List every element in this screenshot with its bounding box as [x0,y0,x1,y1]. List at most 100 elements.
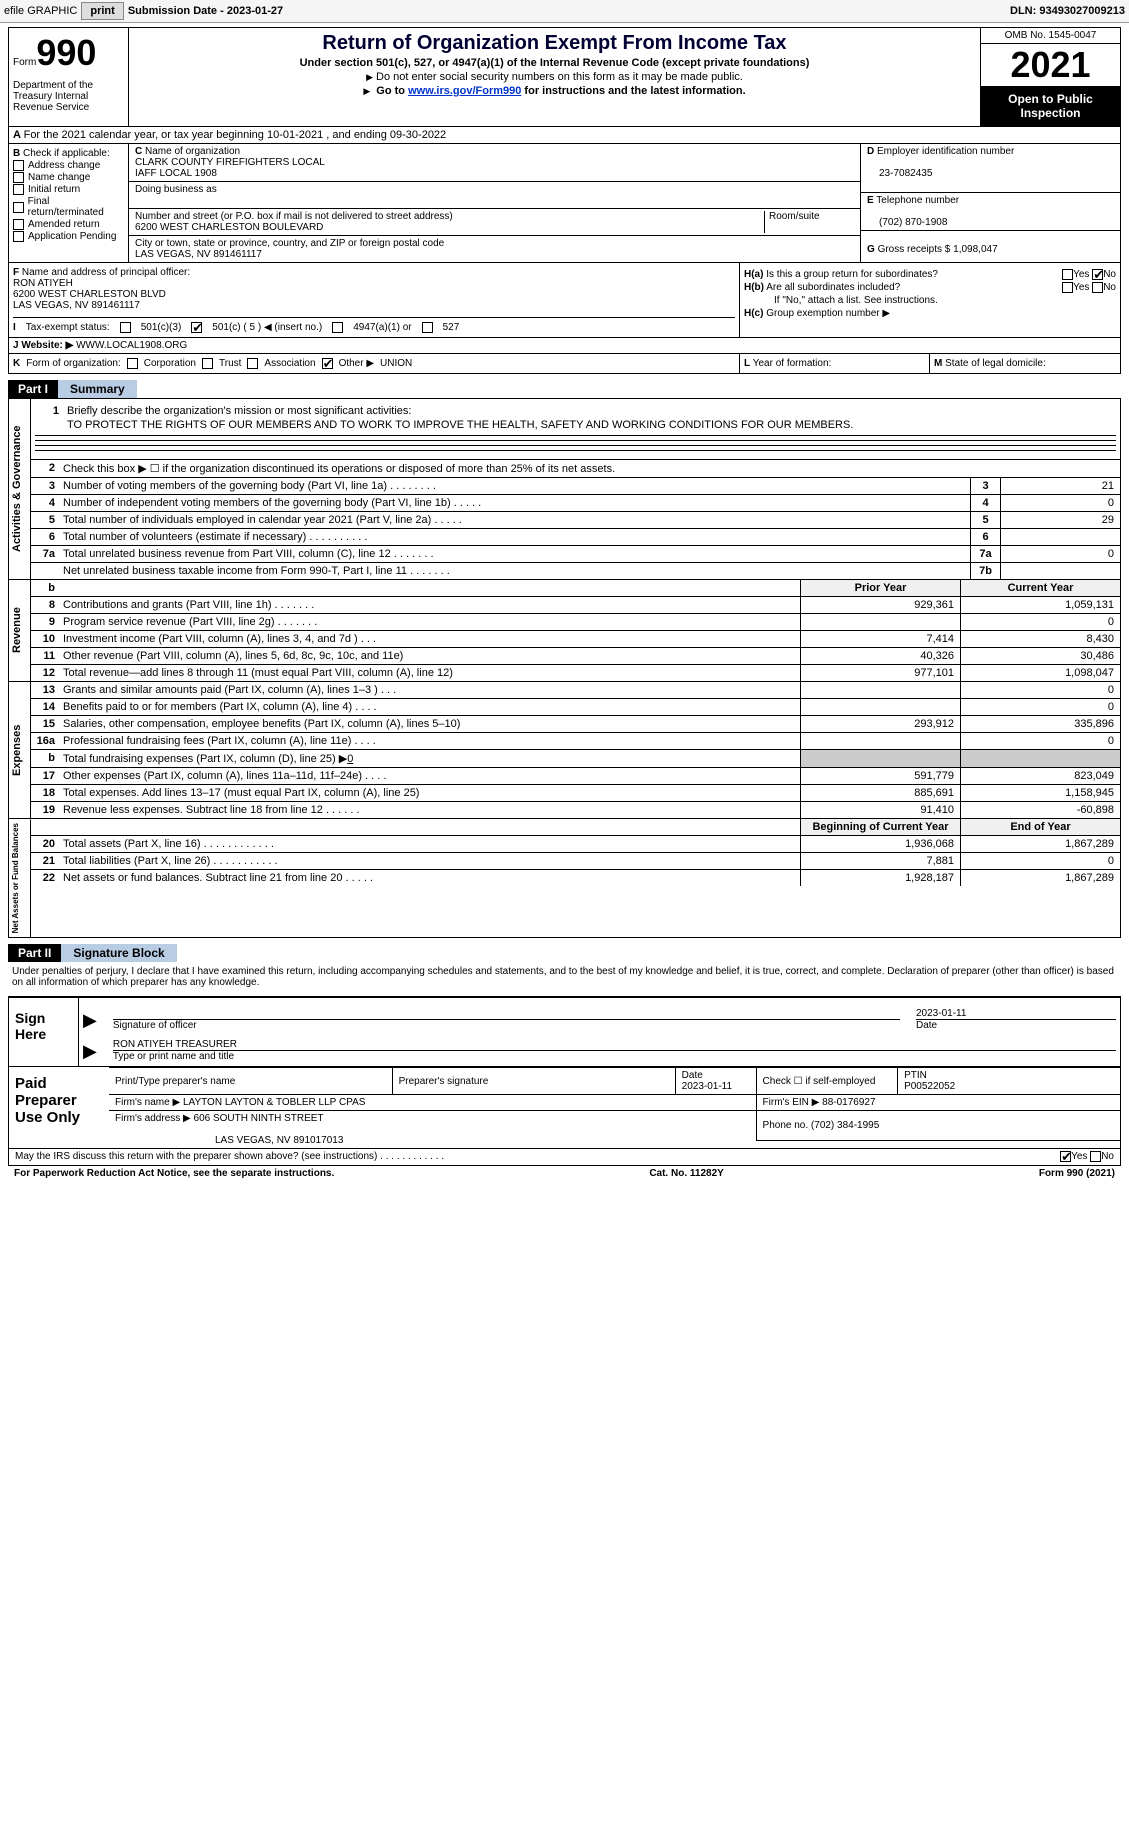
k-other[interactable] [322,358,333,369]
l3-val: 21 [1000,478,1120,494]
subtitle1: Under section 501(c), 527, or 4947(a)(1)… [133,57,976,69]
ha-yes[interactable] [1062,269,1073,280]
section-l: L Year of formation: [740,354,930,373]
l13-cy: 0 [960,682,1120,698]
hb-no[interactable] [1092,282,1103,293]
org-address: 6200 WEST CHARLESTON BOULEVARD [135,222,323,233]
prep-date: 2023-01-11 [682,1081,732,1092]
l11-py: 40,326 [800,648,960,664]
checkbox-501c3[interactable] [120,322,131,333]
l8-py: 929,361 [800,597,960,613]
arrow-icon: ▶ [83,1010,97,1031]
checkbox-name-change[interactable] [13,172,24,183]
arrow-icon: ▶ [83,1041,97,1062]
l20-boy: 1,936,068 [800,836,960,852]
l18-py: 885,691 [800,785,960,801]
checkbox-4947[interactable] [332,322,343,333]
l15-py: 293,912 [800,716,960,732]
omb: OMB No. 1545-0047 [981,28,1120,44]
form-header: Form990 Department of the Treasury Inter… [8,27,1121,127]
vlabel-expenses: Expenses [9,682,31,818]
checkbox-527[interactable] [422,322,433,333]
form-title: Return of Organization Exempt From Incom… [133,32,976,55]
subtitle2: Do not enter social security numbers on … [133,71,976,83]
part-i-header: Part I Summary [8,380,1121,398]
firm-addr: 606 SOUTH NINTH STREET [194,1113,324,1124]
l17-cy: 823,049 [960,768,1120,784]
l7b-val [1000,563,1120,579]
cat-no: Cat. No. 11282Y [649,1168,723,1179]
firm-ein: 88-0176927 [822,1097,875,1108]
row-a: A For the 2021 calendar year, or tax yea… [8,127,1121,144]
section-h: H(a) Is this a group return for subordin… [740,263,1120,337]
org-city: LAS VEGAS, NV 891461117 [135,249,262,260]
checkbox-pending[interactable] [13,231,24,242]
checkbox-amended[interactable] [13,219,24,230]
section-b: B Check if applicable: Address change Na… [9,144,129,262]
org-name: CLARK COUNTY FIREFIGHTERS LOCAL IAFF LOC… [135,157,325,179]
pra-notice: For Paperwork Reduction Act Notice, see … [14,1168,334,1179]
l19-cy: -60,898 [960,802,1120,818]
checkbox-initial[interactable] [13,184,24,195]
l20-eoy: 1,867,289 [960,836,1120,852]
section-k: KForm of organization: Corporation Trust… [9,354,740,373]
form990-link[interactable]: www.irs.gov/Form990 [408,85,521,97]
k-trust[interactable] [202,358,213,369]
k-other-val: UNION [380,358,412,369]
dln: DLN: 93493027009213 [1010,5,1125,17]
vlabel-revenue: Revenue [9,580,31,681]
l12-cy: 1,098,047 [960,665,1120,681]
form-word: Form [13,57,36,68]
checkbox-final[interactable] [13,202,24,213]
ein: 23-7082435 [867,168,932,179]
vlabel-netassets: Net Assets or Fund Balances [9,819,31,937]
l22-boy: 1,928,187 [800,870,960,886]
l5-val: 29 [1000,512,1120,528]
submission-info: Submission Date - 2023-01-27 [128,5,283,17]
sign-here-label: Sign Here [9,998,79,1066]
form-ref: Form 990 (2021) [1039,1168,1115,1179]
k-corp[interactable] [127,358,138,369]
efile-label: efile GRAPHIC [4,5,77,17]
discuss-no[interactable] [1090,1151,1101,1162]
discuss-yes[interactable] [1060,1151,1071,1162]
form-number: 990 [36,32,96,73]
l22-eoy: 1,867,289 [960,870,1120,886]
l16b-val: 0 [347,753,353,765]
l10-cy: 8,430 [960,631,1120,647]
l15-cy: 335,896 [960,716,1120,732]
l4-val: 0 [1000,495,1120,511]
toolbar: efile GRAPHIC print Submission Date - 20… [0,0,1129,23]
firm-phone: (702) 384-1995 [811,1120,879,1131]
officer-name: RON ATIYEH [13,278,73,289]
vlabel-activities: Activities & Governance [9,399,31,579]
ptin: P00522052 [904,1081,955,1092]
dept: Department of the Treasury Internal Reve… [13,80,124,113]
checkbox-addr-change[interactable] [13,160,24,171]
open-inspection: Open to Public Inspection [981,86,1120,126]
section-c: C Name of organization CLARK COUNTY FIRE… [129,144,860,262]
tax-year: 2021 [981,44,1120,86]
hb-yes[interactable] [1062,282,1073,293]
telephone: (702) 870-1908 [867,217,947,228]
l18-cy: 1,158,945 [960,785,1120,801]
k-assoc[interactable] [247,358,258,369]
l17-py: 591,779 [800,768,960,784]
l7a-val: 0 [1000,546,1120,562]
part-ii-header: Part II Signature Block [8,944,1121,962]
checkbox-501c[interactable] [191,322,202,333]
officer-typed: RON ATIYEH TREASURER [113,1039,1116,1051]
l19-py: 91,410 [800,802,960,818]
l10-py: 7,414 [800,631,960,647]
sig-date: 2023-01-11 [916,1008,1116,1020]
l21-boy: 7,881 [800,853,960,869]
l9-cy: 0 [960,614,1120,630]
print-button[interactable]: print [81,2,123,20]
l11-cy: 30,486 [960,648,1120,664]
l8-cy: 1,059,131 [960,597,1120,613]
section-m: M State of legal domicile: [930,354,1120,373]
ha-no[interactable] [1092,269,1103,280]
discuss-row: May the IRS discuss this return with the… [8,1149,1121,1165]
mission-a: TO PROTECT THE RIGHTS OF OUR MEMBERS AND… [35,419,1116,431]
firm-name: LAYTON LAYTON & TOBLER LLP CPAS [183,1097,366,1108]
